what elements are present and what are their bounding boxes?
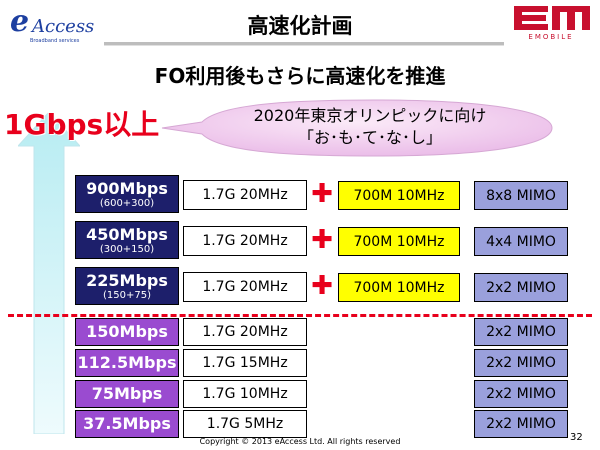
mimo-label: 2x2 MIMO	[474, 349, 568, 377]
eaccess-logo-e: e	[10, 4, 30, 39]
mimo-label: 4x4 MIMO	[474, 227, 568, 256]
band-1700: 1.7G 20MHz	[183, 226, 307, 256]
band-700: 700M 10MHz	[338, 227, 460, 256]
mimo-label: 2x2 MIMO	[474, 410, 568, 438]
plus-icon: ✚	[311, 271, 333, 301]
callout-line-1: 2020年東京オリンピックに向け	[253, 106, 487, 125]
mimo-label: 2x2 MIMO	[474, 380, 568, 408]
speed-label-75: 75Mbps	[75, 380, 179, 408]
page-title: 高速化計画	[247, 14, 353, 38]
band-1700: 1.7G 20MHz	[183, 318, 307, 346]
band-1700: 1.7G 5MHz	[183, 410, 307, 438]
speed-value: 450Mbps	[86, 225, 168, 244]
speed-label-112-5: 112.5Mbps	[75, 349, 179, 377]
mimo-label: 2x2 MIMO	[474, 273, 568, 302]
header-divider	[104, 42, 504, 45]
band-1700: 1.7G 15MHz	[183, 349, 307, 377]
speed-label-450: 450Mbps (300+150)	[75, 221, 179, 259]
slide-subtitle: FO利用後もさらに高速化を推進	[154, 64, 446, 88]
speed-value: 225Mbps	[86, 271, 168, 290]
speed-label-900: 900Mbps (600+300)	[75, 175, 179, 213]
plus-icon: ✚	[311, 225, 333, 255]
speed-label-225: 225Mbps (150+75)	[75, 267, 179, 305]
eaccess-logo-subtext: Broadband services	[30, 38, 80, 44]
band-1700: 1.7G 20MHz	[183, 272, 307, 302]
speed-breakdown: (150+75)	[103, 290, 151, 301]
band-1700: 1.7G 20MHz	[183, 180, 307, 210]
mimo-label: 8x8 MIMO	[474, 181, 568, 210]
eaccess-logo-text: Access	[32, 16, 95, 37]
gbps-headline: 1Gbps以上	[4, 108, 160, 141]
emobile-logo-icon	[514, 6, 590, 30]
band-700: 700M 10MHz	[338, 181, 460, 210]
plus-icon: ✚	[311, 179, 333, 209]
mimo-label: 2x2 MIMO	[474, 318, 568, 346]
speed-label-37-5: 37.5Mbps	[75, 410, 179, 438]
callout-text: 2020年東京オリンピックに向け 「お･も･て･な･し」	[190, 105, 550, 149]
section-divider	[8, 314, 592, 317]
header-divider-shadow	[104, 45, 504, 46]
speed-value: 900Mbps	[86, 179, 168, 198]
band-1700: 1.7G 10MHz	[183, 380, 307, 408]
up-arrow-icon	[18, 112, 80, 434]
page-number: 32	[570, 432, 583, 443]
speed-breakdown: (300+150)	[99, 244, 155, 255]
callout-bubble	[161, 99, 553, 157]
speed-breakdown: (600+300)	[99, 198, 155, 209]
callout-line-2: 「お･も･て･な･し」	[297, 128, 442, 147]
emobile-logo: EMOBILE	[508, 4, 594, 42]
speed-label-150: 150Mbps	[75, 318, 179, 346]
eaccess-logo: e Access Broadband services	[10, 4, 110, 44]
emobile-logo-text: EMOBILE	[528, 33, 574, 41]
band-700: 700M 10MHz	[338, 273, 460, 302]
copyright-footer: Copyright © 2013 eAccess Ltd. All rights…	[199, 437, 401, 446]
